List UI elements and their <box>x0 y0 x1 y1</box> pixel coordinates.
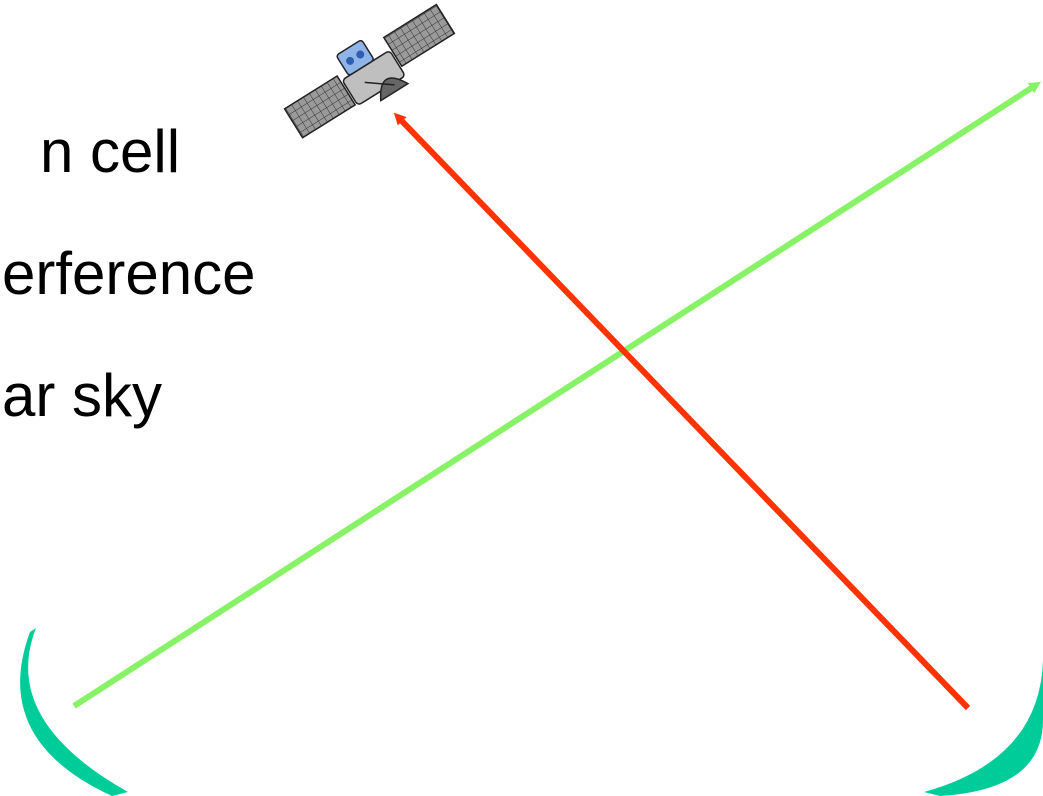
text-line-sky: ar sky <box>2 362 162 429</box>
left-solar-panel <box>283 74 357 139</box>
right-dish-icon <box>924 660 1043 796</box>
red-beam <box>393 112 971 711</box>
right-solar-panel <box>382 3 456 68</box>
satellite-icon <box>283 3 456 139</box>
green-beam <box>72 81 1042 709</box>
left-dish-icon <box>20 628 128 796</box>
text-line-interference: erference <box>2 240 255 307</box>
satellite-module <box>336 39 374 76</box>
text-line-cell: n cell <box>40 118 180 185</box>
